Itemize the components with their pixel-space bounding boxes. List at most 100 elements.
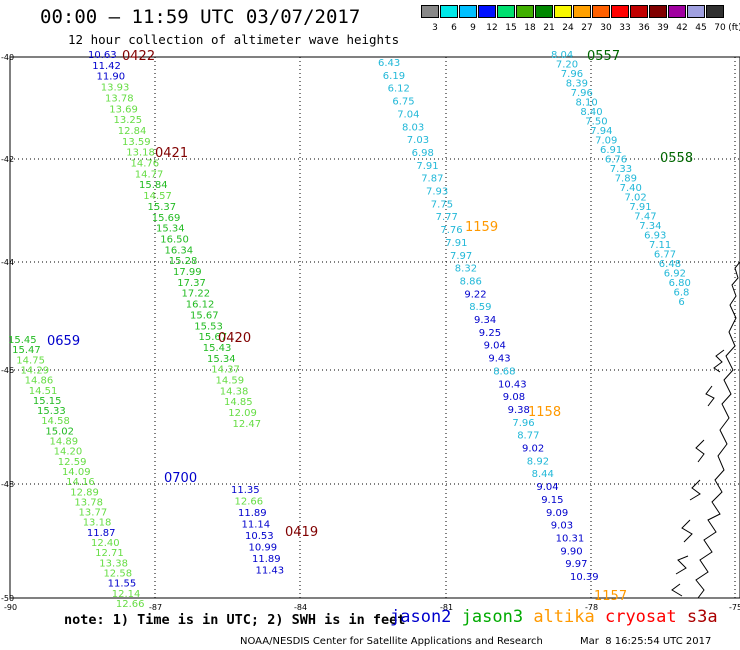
swh-value: 12.59 [58, 457, 87, 468]
swh-value: 8.32 [455, 264, 477, 275]
swh-value: 17.99 [173, 267, 202, 278]
lon-label: -78 [585, 603, 598, 612]
track-pass: 10.6311.4211.9013.9313.7813.6913.2512.84… [88, 50, 261, 430]
legend-label: 27 [581, 23, 593, 33]
legend-label: 33 [619, 23, 631, 33]
swh-value: 7.11 [649, 240, 671, 251]
swh-value: 7.93 [426, 187, 448, 198]
swh-value: 14.77 [135, 169, 164, 180]
swh-value: 15.34 [156, 224, 185, 235]
legend-label: 3 [432, 23, 438, 33]
swh-value: 16.50 [160, 234, 189, 245]
swh-value: 14.20 [54, 447, 83, 458]
swh-value: 14.51 [29, 386, 58, 397]
pass-time-label: 0420 [218, 331, 251, 346]
swh-value: 7.96 [512, 418, 534, 429]
swh-value: 14.85 [224, 397, 253, 408]
swh-value: 14.86 [25, 376, 54, 387]
footer-note: note: 1) Time is in UTC; 2) SWH is in fe… [64, 612, 406, 628]
swh-value: 7.09 [595, 136, 617, 147]
track-pass: 8.047.207.968.397.968.108.407.507.947.09… [551, 50, 691, 308]
swh-value: 10.43 [498, 379, 527, 390]
lat-label: -48 [1, 480, 14, 489]
swh-value: 8.03 [402, 122, 424, 133]
legend-swatch [687, 5, 705, 18]
swh-value: 6.92 [664, 269, 686, 280]
legend-swatch [668, 5, 686, 18]
satellite-legend: jason2 jason3 altika cryosat s3a [390, 607, 718, 627]
legend-swatch [421, 5, 439, 18]
swh-value: 9.90 [560, 546, 582, 557]
swh-value: 10.39 [570, 572, 599, 583]
swh-value: 12.71 [95, 548, 124, 559]
swh-value: 12.40 [91, 538, 120, 549]
legend-unit: (ft) [728, 23, 740, 33]
swh-value: 9.08 [503, 392, 525, 403]
swh-value: 17.37 [177, 278, 206, 289]
swh-value: 8.44 [532, 469, 554, 480]
page-subtitle: 12 hour collection of altimeter wave hei… [68, 32, 400, 47]
swh-value: 8.77 [517, 431, 539, 442]
swh-value: 12.66 [116, 599, 145, 610]
swh-value: 7.20 [556, 60, 578, 71]
swh-value: 12.09 [228, 408, 257, 419]
legend-swatch [535, 5, 553, 18]
pass-time-label: 0659 [47, 334, 80, 349]
swh-value: 14.38 [220, 386, 249, 397]
swh-value: 6.93 [644, 231, 666, 242]
legend-label: 18 [524, 23, 536, 33]
swh-value: 14.76 [131, 159, 160, 170]
swh-value: 15.53 [194, 321, 223, 332]
track-pass: 6.43 6.19 6.12 6.757.04 8.03 7.03 6.98 7.91 7.87… [378, 58, 599, 583]
satellite-s3a: s3a [686, 607, 718, 627]
lat-label: -42 [1, 155, 14, 164]
coastline-chile [671, 261, 740, 599]
satellite-altika: altika [533, 607, 605, 627]
swh-value: 8.04 [551, 50, 573, 61]
swh-value: 7.04 [397, 109, 419, 120]
legend-label: 6 [451, 23, 457, 33]
swh-value: 7.75 [431, 199, 453, 210]
swh-value: 15.02 [45, 426, 74, 437]
swh-value: 14.89 [50, 437, 79, 448]
swh-value: 7.97 [450, 251, 472, 262]
swh-value: 7.89 [615, 174, 637, 185]
lon-label: -87 [149, 603, 162, 612]
lon-label: -75 [729, 603, 740, 612]
legend-swatch [440, 5, 458, 18]
swh-value: 15.47 [12, 345, 41, 356]
swh-value: 13.93 [101, 83, 130, 94]
pass-time-label: 0422 [122, 49, 155, 64]
swh-value: 13.77 [79, 508, 108, 519]
swh-value: 15.43 [203, 343, 232, 354]
swh-value: 9.25 [479, 328, 501, 339]
satellite-cryosat: cryosat [604, 607, 687, 627]
legend-label: 24 [562, 23, 574, 33]
lat-label: -46 [1, 366, 14, 375]
pass-time-label: 1159 [465, 220, 498, 235]
swh-value: 7.02 [625, 193, 647, 204]
swh-value: 9.43 [488, 354, 510, 365]
swh-value: 11.89 [238, 508, 267, 519]
altimeter-tracks: 10.6311.4211.9013.9313.7813.6913.2512.84… [8, 49, 693, 610]
swh-value: 7.91 [416, 161, 438, 172]
swh-value: 9.34 [474, 315, 496, 326]
swh-value: 14.75 [16, 355, 45, 366]
swh-value: 13.59 [122, 137, 151, 148]
swh-value: 11.42 [92, 61, 121, 72]
swh-value: 8.39 [566, 79, 588, 90]
legend-swatch [573, 5, 591, 18]
swh-value: 8.86 [460, 276, 482, 287]
swh-value: 6.91 [600, 145, 622, 156]
axis-labels: -40 -42 -44 -46 -48 -50-90 -87 -84 -81 -78 -75 [1, 53, 740, 612]
swh-value: 6.12 [388, 84, 410, 95]
swh-value: 7.34 [639, 221, 661, 232]
page-title: 00:00 – 11:59 UTC 03/07/2017 [40, 6, 361, 28]
legend-swatch [630, 5, 648, 18]
swh-value: 9.04 [484, 341, 506, 352]
swh-value: 10.99 [249, 543, 278, 554]
swh-value: 11.87 [87, 528, 116, 539]
legend-swatch [459, 5, 477, 18]
map-frame [9, 56, 740, 599]
